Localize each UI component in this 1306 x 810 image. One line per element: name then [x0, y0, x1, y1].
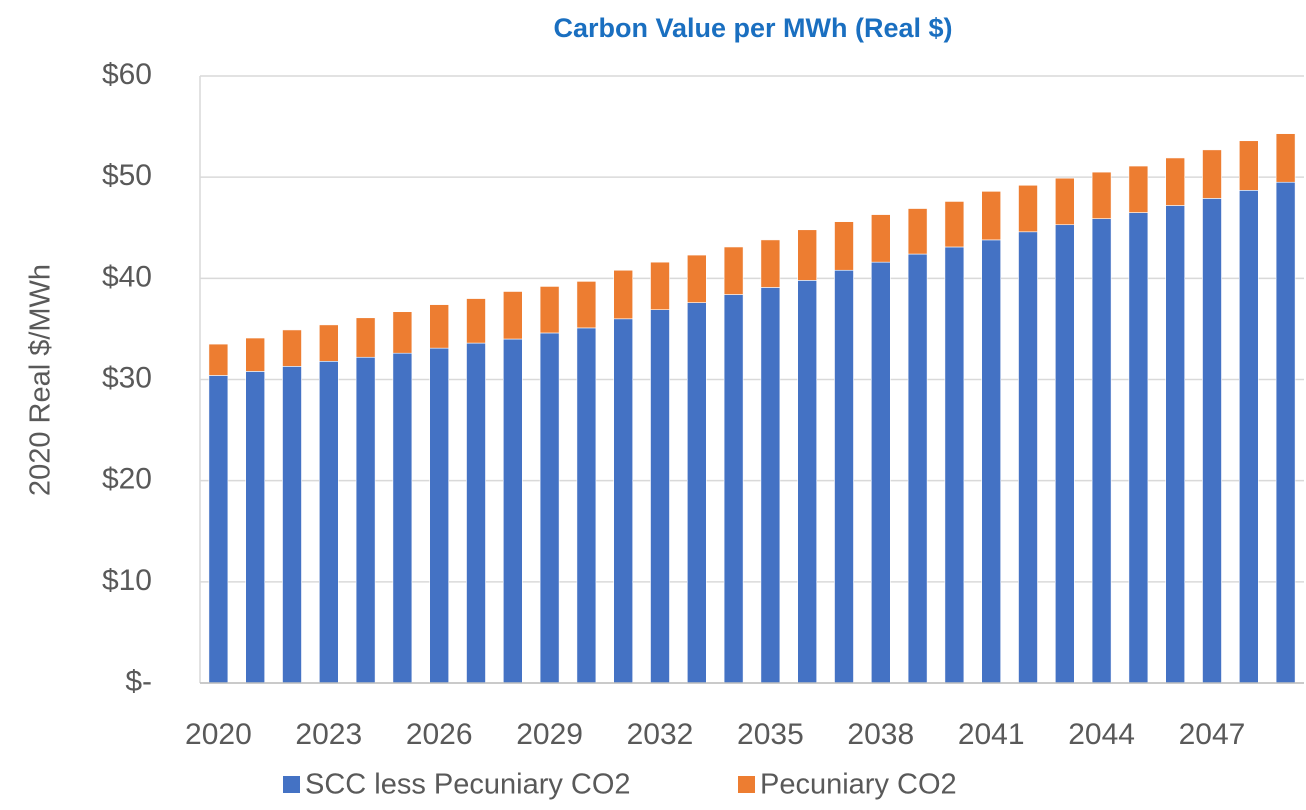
- bar-segment: [723, 294, 744, 684]
- bar-segment: [245, 337, 265, 372]
- x-tick-label: 2047: [1179, 718, 1246, 751]
- bar-segment: [355, 356, 376, 684]
- bar-segment: [502, 338, 523, 684]
- y-tick-label: $10: [102, 564, 152, 597]
- legend-label: Pecuniary CO2: [760, 769, 957, 801]
- bar-segment: [944, 201, 965, 248]
- bar-segment: [208, 343, 229, 376]
- bar-segment: [576, 327, 597, 684]
- bar-segment: [429, 304, 450, 349]
- bar-segment: [1239, 190, 1259, 684]
- bar-segment: [318, 360, 339, 684]
- bar-segment: [429, 347, 450, 684]
- bar-segment: [1202, 198, 1222, 684]
- bar-segment: [1165, 205, 1185, 684]
- bar-segment: [797, 229, 818, 281]
- bar-segment: [613, 318, 634, 684]
- bar-segment: [466, 298, 486, 344]
- bar-segment: [1202, 149, 1222, 199]
- bar-segment: [1128, 165, 1149, 213]
- bar-segment: [355, 317, 376, 358]
- y-axis-label: 2020 Real $/MWh: [25, 264, 57, 496]
- bar-segment: [502, 291, 523, 340]
- bar-segment: [539, 286, 560, 334]
- bar-segment: [1275, 181, 1296, 684]
- bar-segment: [907, 253, 928, 684]
- bar-segment: [981, 191, 1002, 241]
- x-tick-label: 2038: [847, 718, 914, 751]
- bar-segment: [1055, 224, 1075, 684]
- bar-segment: [613, 269, 634, 320]
- bar-segment: [686, 254, 707, 303]
- bar-segment: [466, 342, 486, 684]
- y-tick-label: $60: [102, 58, 152, 91]
- bar-segment: [650, 261, 670, 310]
- legend-label: SCC less Pecuniary CO2: [305, 769, 631, 801]
- x-tick-label: 2044: [1068, 718, 1135, 751]
- x-tick-label: 2026: [406, 718, 473, 751]
- bar-segment: [760, 287, 781, 684]
- bar-segment: [650, 309, 670, 684]
- y-tick-label: $-: [125, 665, 152, 698]
- bar-segment: [760, 239, 781, 288]
- bar-segment: [981, 239, 1002, 684]
- bar-segment: [1018, 231, 1038, 684]
- y-tick-label: $50: [102, 159, 152, 192]
- bar-segment: [1275, 133, 1296, 183]
- x-tick-label: 2029: [516, 718, 583, 751]
- bar-segment: [245, 371, 265, 684]
- bar-segment: [1055, 177, 1075, 226]
- bar-segment: [834, 221, 854, 271]
- legend-swatch: [738, 776, 755, 793]
- bar-segment: [723, 246, 744, 295]
- bar-segment: [576, 281, 597, 329]
- bar-segment: [686, 302, 707, 684]
- bar-segment: [392, 352, 413, 684]
- y-tick-label: $30: [102, 361, 152, 394]
- bar-segment: [1091, 171, 1112, 219]
- bar-segment: [944, 246, 965, 684]
- y-tick-label: $40: [102, 260, 152, 293]
- y-tick-label: $20: [102, 463, 152, 496]
- bar-segment: [282, 366, 302, 684]
- bar-segment: [282, 329, 302, 367]
- x-tick-label: 2041: [958, 718, 1025, 751]
- bar-segment: [318, 324, 339, 362]
- bar-segment: [1165, 157, 1185, 206]
- bar-segment: [1091, 218, 1112, 684]
- bar-segment: [870, 214, 891, 263]
- bar-segment: [539, 332, 560, 684]
- bar-segment: [1018, 184, 1038, 233]
- x-tick-label: 2020: [185, 718, 252, 751]
- chart-title: Carbon Value per MWh (Real $): [553, 13, 952, 43]
- x-tick-label: 2032: [627, 718, 694, 751]
- bar-segment: [1239, 140, 1259, 191]
- legend-swatch: [283, 776, 300, 793]
- x-tick-label: 2023: [295, 718, 362, 751]
- bar-segment: [907, 208, 928, 255]
- bar-segment: [834, 269, 854, 684]
- bar-segment: [870, 261, 891, 684]
- bar-segment: [392, 311, 413, 354]
- bar-segment: [208, 375, 229, 684]
- bar-segment: [1128, 212, 1149, 684]
- x-tick-label: 2035: [737, 718, 804, 751]
- bar-segment: [797, 280, 818, 684]
